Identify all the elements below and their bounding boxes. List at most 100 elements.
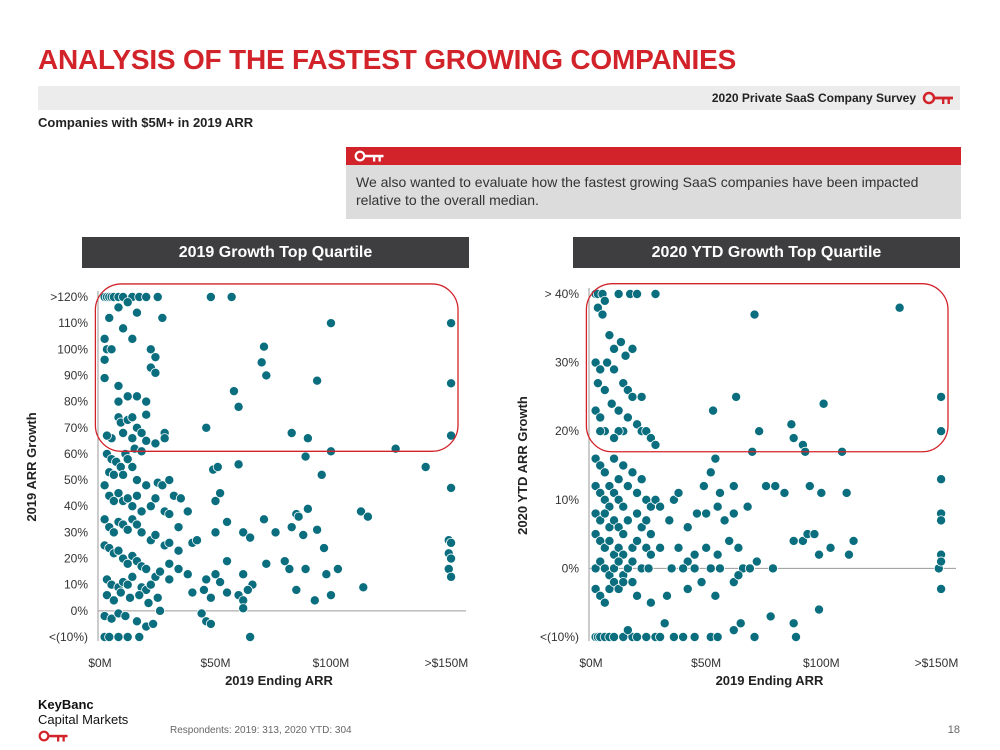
data-point [645, 549, 656, 560]
data-point [689, 563, 700, 574]
data-point [698, 481, 709, 492]
data-point [233, 401, 244, 412]
data-point [108, 527, 119, 538]
data-point [134, 590, 145, 601]
data-point [127, 333, 138, 344]
data-point [127, 412, 138, 423]
data-point [164, 558, 175, 569]
data-point [749, 309, 760, 320]
data-point [270, 527, 281, 538]
data-point [744, 563, 755, 574]
data-point [705, 563, 716, 574]
data-point [362, 511, 373, 522]
data-point [708, 405, 719, 416]
data-point [613, 474, 624, 485]
data-point [710, 453, 721, 464]
data-point [325, 590, 336, 601]
data-point [222, 556, 233, 567]
data-point [599, 597, 610, 608]
section-subtitle: Companies with $5M+ in 2019 ARR [38, 115, 254, 130]
data-point [590, 481, 601, 492]
data-point [705, 467, 716, 478]
data-point [210, 527, 221, 538]
y-axis-title: 2020 YTD ARR Growth [515, 396, 530, 535]
data-point [609, 487, 620, 498]
data-point [936, 426, 947, 437]
y-tick-label: 10% [64, 578, 88, 592]
data-point [712, 549, 723, 560]
data-point [446, 553, 457, 564]
data-point [99, 354, 110, 365]
data-point [201, 422, 212, 433]
data-point [599, 508, 610, 519]
data-point [173, 564, 184, 575]
data-point [843, 549, 854, 560]
data-point [632, 590, 643, 601]
data-point [613, 556, 624, 567]
data-point [312, 524, 323, 535]
data-point [650, 288, 661, 299]
data-point [127, 501, 138, 512]
data-point [256, 357, 267, 368]
brand-key-icon [38, 730, 68, 742]
brand-line-2: Capital Markets [38, 712, 129, 727]
data-point [599, 467, 610, 478]
data-point [645, 433, 656, 444]
data-point [595, 460, 606, 471]
data-point [145, 579, 156, 590]
data-point [604, 535, 615, 546]
data-point [145, 344, 156, 355]
data-point [122, 454, 133, 465]
data-point [825, 542, 836, 553]
top-quartile-highlight [585, 283, 949, 453]
data-point [678, 632, 689, 643]
brand-logo: KeyBanc Capital Markets [38, 697, 128, 727]
data-point [613, 405, 624, 416]
page-title: ANALYSIS OF THE FASTEST GROWING COMPANIE… [38, 44, 737, 75]
data-point [182, 506, 193, 517]
y-tick-label: 90% [64, 368, 88, 382]
data-point [358, 582, 369, 593]
data-point [655, 542, 666, 553]
data-point [599, 385, 610, 396]
data-point [101, 430, 112, 441]
data-point [122, 391, 133, 402]
data-point [632, 288, 643, 299]
data-point [309, 595, 320, 606]
data-point [148, 618, 159, 629]
data-point [673, 542, 684, 553]
data-point [316, 469, 327, 480]
data-point [258, 341, 269, 352]
data-point [150, 352, 161, 363]
data-point [632, 632, 643, 643]
data-point [936, 515, 947, 526]
data-point [641, 632, 652, 643]
data-point [118, 323, 129, 334]
data-point [125, 592, 136, 603]
data-point [604, 570, 615, 581]
page-number: 18 [947, 724, 960, 736]
data-point [127, 433, 138, 444]
data-point [731, 391, 742, 402]
data-point [355, 506, 366, 517]
x-tick-label: $100M [313, 656, 350, 670]
data-point [719, 515, 730, 526]
data-point [106, 344, 117, 355]
data-point [609, 453, 620, 464]
data-point [136, 506, 147, 517]
data-point [641, 515, 652, 526]
data-point [664, 515, 675, 526]
data-point [245, 532, 256, 543]
data-point [595, 556, 606, 567]
data-point [599, 295, 610, 306]
data-point [157, 480, 168, 491]
data-point [446, 318, 457, 329]
data-point [238, 569, 249, 580]
data-point [164, 509, 175, 520]
data-point [122, 297, 133, 308]
data-point [233, 459, 244, 470]
callout-text: We also wanted to evaluate how the faste… [346, 165, 961, 219]
data-point [689, 549, 700, 560]
data-point [332, 564, 343, 575]
